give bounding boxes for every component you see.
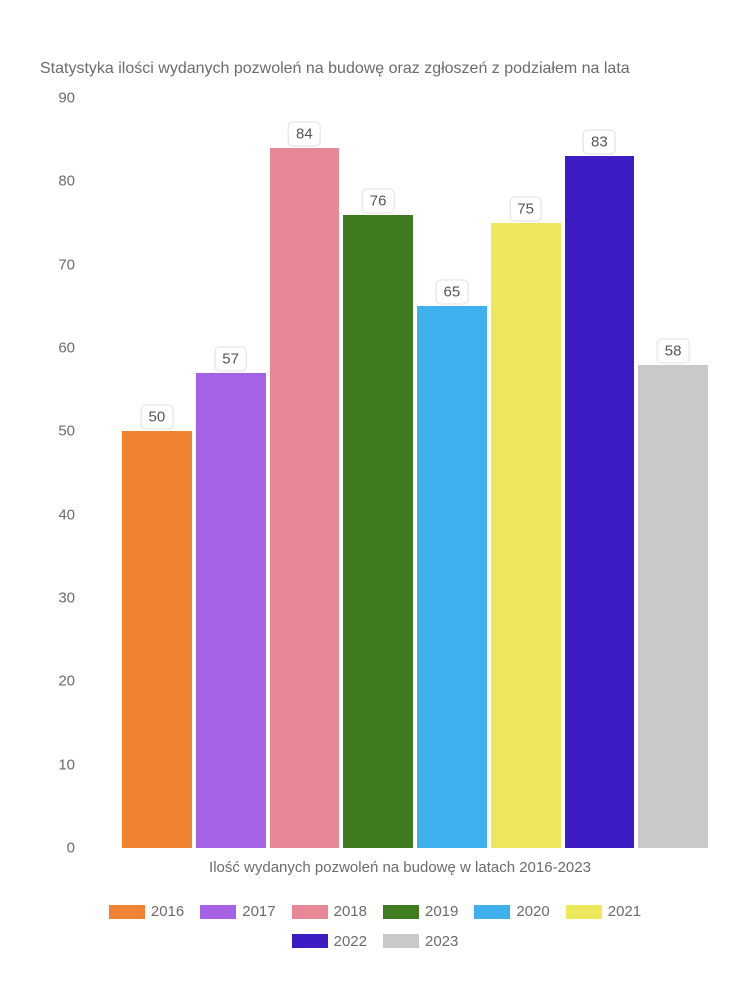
legend-item-2020: 2020 bbox=[474, 898, 549, 925]
chart-container: Statystyka ilości wydanych pozwoleń na b… bbox=[40, 60, 710, 960]
bar-2023: 58 bbox=[638, 365, 708, 848]
legend-item-2016: 2016 bbox=[109, 898, 184, 925]
legend-label: 2023 bbox=[425, 928, 458, 955]
bar-2017: 57 bbox=[196, 373, 266, 848]
legend-label: 2019 bbox=[425, 898, 458, 925]
legend-label: 2018 bbox=[334, 898, 367, 925]
y-tick: 50 bbox=[58, 423, 75, 440]
legend-label: 2016 bbox=[151, 898, 184, 925]
y-tick: 70 bbox=[58, 256, 75, 273]
bar-2021: 75 bbox=[491, 223, 561, 848]
chart-title: Statystyka ilości wydanych pozwoleń na b… bbox=[40, 60, 710, 78]
bar-2022: 83 bbox=[565, 156, 635, 848]
legend-label: 2020 bbox=[516, 898, 549, 925]
legend-label: 2022 bbox=[334, 928, 367, 955]
legend-swatch bbox=[474, 905, 510, 919]
legend-swatch bbox=[292, 934, 328, 948]
plot-area: 0102030405060708090 5057847665758358 Ilo… bbox=[90, 98, 710, 898]
y-tick: 0 bbox=[67, 840, 75, 857]
legend-item-2021: 2021 bbox=[566, 898, 641, 925]
legend-item-2018: 2018 bbox=[292, 898, 367, 925]
bar-value-label: 57 bbox=[214, 347, 247, 372]
bar-value-label: 50 bbox=[141, 405, 174, 430]
legend-swatch bbox=[292, 905, 328, 919]
legend-swatch bbox=[566, 905, 602, 919]
legend-item-2023: 2023 bbox=[383, 928, 458, 955]
legend-swatch bbox=[200, 905, 236, 919]
legend-swatch bbox=[383, 934, 419, 948]
x-axis-label: Ilość wydanych pozwoleń na budowę w lata… bbox=[90, 859, 710, 876]
bar-value-label: 58 bbox=[657, 338, 690, 363]
bar-2019: 76 bbox=[343, 215, 413, 848]
y-tick: 30 bbox=[58, 590, 75, 607]
y-tick: 60 bbox=[58, 340, 75, 357]
y-tick: 40 bbox=[58, 506, 75, 523]
y-tick: 90 bbox=[58, 90, 75, 107]
legend-item-2019: 2019 bbox=[383, 898, 458, 925]
bar-2018: 84 bbox=[270, 148, 340, 848]
legend: 2016 2017 2018 2019 2020 2021 2022 2023 bbox=[40, 898, 710, 957]
y-axis: 0102030405060708090 bbox=[40, 98, 90, 848]
bar-2020: 65 bbox=[417, 306, 487, 848]
legend-item-2017: 2017 bbox=[200, 898, 275, 925]
bar-value-label: 76 bbox=[362, 188, 395, 213]
y-tick: 10 bbox=[58, 756, 75, 773]
bar-2016: 50 bbox=[122, 431, 192, 848]
bar-value-label: 75 bbox=[509, 197, 542, 222]
legend-label: 2017 bbox=[242, 898, 275, 925]
bar-value-label: 65 bbox=[436, 280, 469, 305]
bar-value-label: 84 bbox=[288, 122, 321, 147]
legend-swatch bbox=[109, 905, 145, 919]
bars-area: 5057847665758358 bbox=[90, 98, 710, 848]
legend-label: 2021 bbox=[608, 898, 641, 925]
legend-item-2022: 2022 bbox=[292, 928, 367, 955]
y-tick: 20 bbox=[58, 673, 75, 690]
bar-value-label: 83 bbox=[583, 130, 616, 155]
legend-swatch bbox=[383, 905, 419, 919]
y-tick: 80 bbox=[58, 173, 75, 190]
